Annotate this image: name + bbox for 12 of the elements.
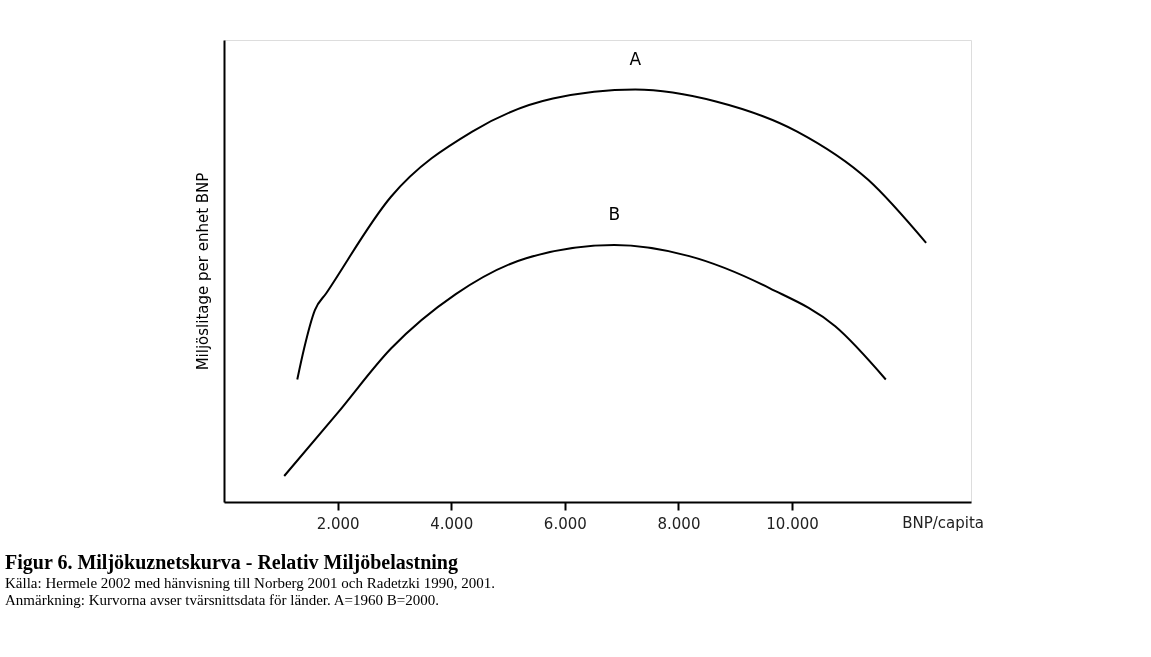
- x-tick-label: 10.000: [766, 514, 819, 533]
- text: Figur 6. Miljökuznetskurva - Relativ Miljöbelastning: [5, 551, 458, 574]
- x-tick-label: 2.000: [316, 514, 360, 533]
- series-label: B: [608, 204, 621, 225]
- x-tick-label: 6.000: [543, 514, 587, 533]
- series-label: A: [629, 48, 642, 69]
- text: Anmärkning: Kurvorna avser tvärsnittsdata för länder. A=1960 B=2000.: [5, 592, 439, 608]
- x-tick-label: 8.000: [657, 514, 701, 533]
- y-axis-title: Miljöslitage per enhet BNP: [193, 172, 212, 371]
- text: Källa: Hermele 2002 med hänvisning till Norberg 2001 och Radetzki 1990, 2001.: [5, 575, 496, 591]
- x-tick-label: 4.000: [430, 514, 474, 533]
- x-axis-title: BNP/capita: [902, 514, 984, 532]
